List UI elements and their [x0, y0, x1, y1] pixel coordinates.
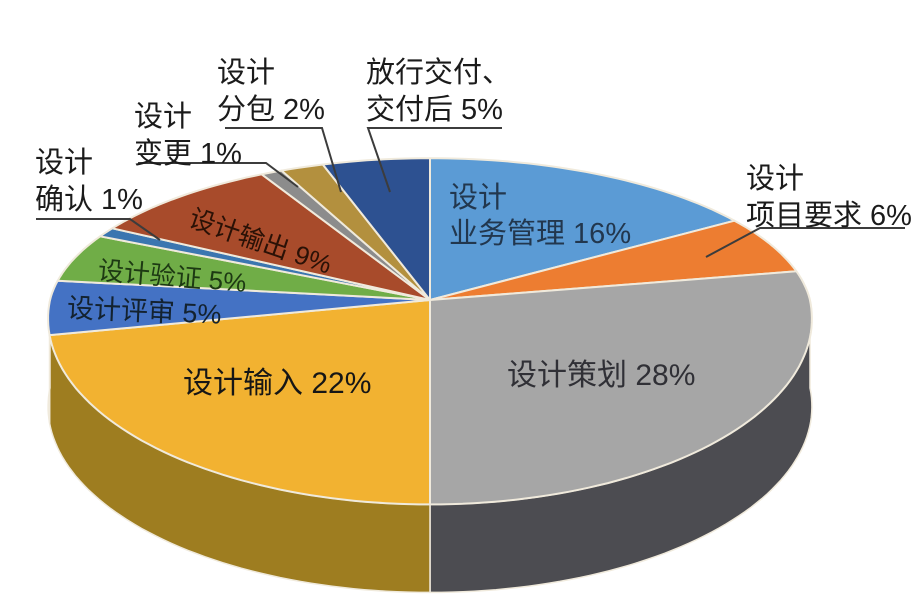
- label-design-input: 设计输入 22%: [183, 367, 372, 400]
- label-design-confirmation: 设计 确认 1%: [35, 147, 143, 216]
- label-design-planning: 设计策划 28%: [507, 359, 696, 392]
- pie-slice-design-review: [47, 279, 431, 337]
- label-design-business-management: 设计 业务管理 16%: [449, 182, 632, 250]
- pie-slice-design-verification: [56, 235, 431, 301]
- leader-line-design-subcontract: [225, 127, 342, 193]
- leader-line-release-delivery: [366, 127, 502, 193]
- pie-slice-design-subcontract: [280, 163, 431, 301]
- label-release-delivery: 放行交付、 交付后 5%: [366, 57, 512, 126]
- leader-line-design-change: [138, 162, 299, 188]
- label-design-subcontract: 设计 分包 2%: [217, 57, 325, 126]
- pie-slices: [47, 157, 813, 594]
- label-design-project-requirements: 设计 项目要求 6%: [746, 163, 912, 232]
- leader-line-design-project-requirements: [705, 227, 905, 258]
- pie-slice-design-business-management: [429, 157, 736, 301]
- label-design-change: 设计 变更 1%: [134, 101, 242, 170]
- pie-slice-design-input: [48, 299, 431, 506]
- leader-lines: [36, 127, 905, 258]
- leader-line-design-confirmation: [36, 218, 161, 241]
- pie-slice-release-delivery-post-delivery: [321, 157, 431, 301]
- pie-slice-design-project-requirements: [429, 219, 798, 301]
- pie-slice-design-planning: [429, 270, 813, 506]
